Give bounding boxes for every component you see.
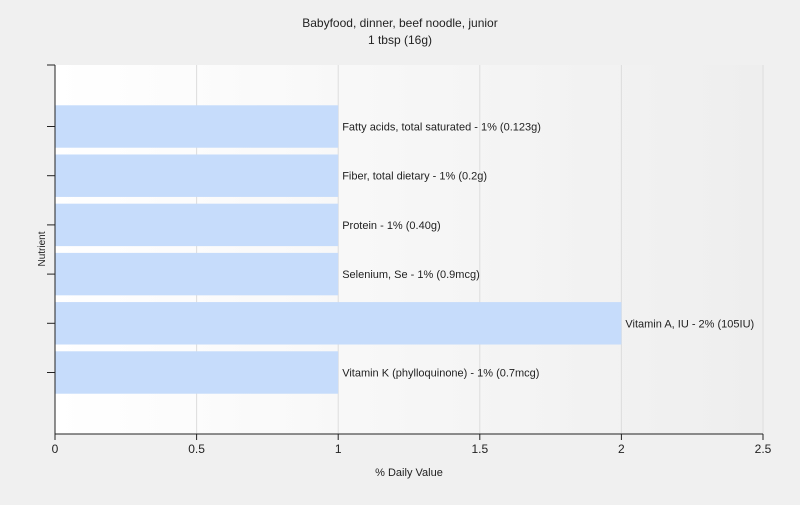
bar [55, 203, 339, 247]
data-labels: Fatty acids, total saturated - 1% (0.123… [342, 122, 754, 380]
x-tick-label: 0.5 [188, 442, 205, 456]
data-label: Selenium, Se - 1% (0.9mcg) [342, 269, 480, 281]
x-tick-label: 2.5 [755, 442, 772, 456]
bar [55, 302, 622, 345]
axes: 0 0.5 1 1.5 2 2.5 [47, 64, 772, 456]
data-label: Vitamin A, IU - 2% (105IU) [625, 318, 754, 330]
bar [55, 252, 339, 296]
x-tick-label: 2 [618, 442, 625, 456]
data-label: Fatty acids, total saturated - 1% (0.123… [342, 122, 541, 134]
x-tick-label: 1 [335, 442, 342, 456]
data-label: Vitamin K (phylloquinone) - 1% (0.7mcg) [342, 368, 539, 380]
x-tick-label: 0 [52, 442, 59, 456]
data-label: Protein - 1% (0.40g) [342, 220, 440, 232]
bar [55, 154, 339, 197]
x-tick-label: 1.5 [471, 442, 488, 456]
chart-subtitle: 1 tbsp (16g) [368, 33, 432, 47]
data-label: Fiber, total dietary - 1% (0.2g) [342, 171, 487, 183]
x-axis-label: % Daily Value [375, 467, 443, 479]
bars [55, 105, 622, 394]
y-axis-label: Nutrient [37, 231, 48, 266]
chart-title: Babyfood, dinner, beef noodle, junior [302, 16, 497, 30]
bar [55, 351, 339, 394]
bar [55, 105, 339, 148]
